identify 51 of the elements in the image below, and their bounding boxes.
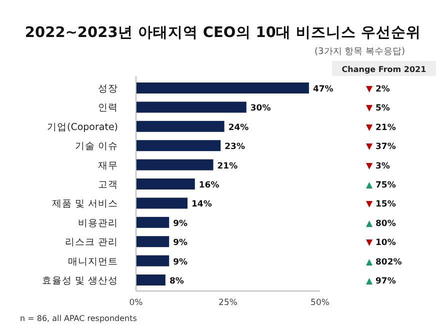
bar <box>136 140 221 152</box>
text: ▼ 5% <box>366 104 390 114</box>
bar <box>136 120 224 132</box>
bar <box>136 274 166 286</box>
y-tick-label: 비용관리 <box>78 218 118 229</box>
text: ▲ 80% <box>366 218 396 229</box>
text: ▼ 37% <box>366 142 396 152</box>
text: ▲ 97% <box>366 276 396 286</box>
data-label: 21% <box>217 161 238 172</box>
y-tick-label: 리스크 관리 <box>64 237 118 248</box>
data-label: 30% <box>250 104 272 114</box>
data-label: 24% <box>228 122 250 133</box>
data-label: 9% <box>173 218 188 229</box>
x-tick-label: 50% <box>310 298 330 308</box>
bar <box>136 216 170 228</box>
text: ▼ 2% <box>366 84 390 94</box>
text: Change From 2021 <box>342 65 427 74</box>
bar <box>136 178 195 190</box>
text: n = 86, all APAC respondents <box>20 314 137 323</box>
data-label: 9% <box>173 257 188 268</box>
bar <box>136 159 214 170</box>
data-label: 8% <box>169 276 184 286</box>
bar <box>136 102 246 113</box>
text: ▲ 802% <box>366 257 402 268</box>
text: (3가지 항목 복수응답) <box>314 47 405 57</box>
y-tick-label: 제품 및 서비스 <box>52 198 118 210</box>
x-tick-label: 25% <box>218 298 238 308</box>
text: ▼ 15% <box>366 200 396 210</box>
data-label: 9% <box>173 238 188 248</box>
y-tick-label: 기업(Coporate) <box>47 122 118 133</box>
bar <box>136 255 170 266</box>
data-label: 23% <box>224 142 246 152</box>
bar <box>136 198 188 209</box>
data-label: 47% <box>312 84 334 94</box>
text: ▼ 21% <box>366 122 396 133</box>
y-tick-label: 기술 이슈 <box>74 141 118 152</box>
y-tick-label: 고객 <box>98 180 118 190</box>
y-tick-label: 인력 <box>98 102 118 114</box>
x-tick-label: 0% <box>129 298 143 308</box>
bar <box>136 82 309 94</box>
text: ▼ 10% <box>366 238 396 248</box>
y-tick-label: 성장 <box>98 84 118 94</box>
y-tick-label: 효율성 및 생산성 <box>42 276 118 286</box>
chart-title: 2022~2023년 아태지역 CEO의 10대 비즈니스 우선순위 <box>24 25 422 41</box>
data-label: 14% <box>192 200 212 210</box>
y-tick-label: 재무 <box>98 160 118 172</box>
text: ▼ 3% <box>366 161 390 172</box>
data-label: 16% <box>198 180 220 190</box>
bar <box>136 236 170 248</box>
y-tick-label: 매니지먼트 <box>68 256 118 268</box>
text: ▲ 75% <box>366 180 396 190</box>
